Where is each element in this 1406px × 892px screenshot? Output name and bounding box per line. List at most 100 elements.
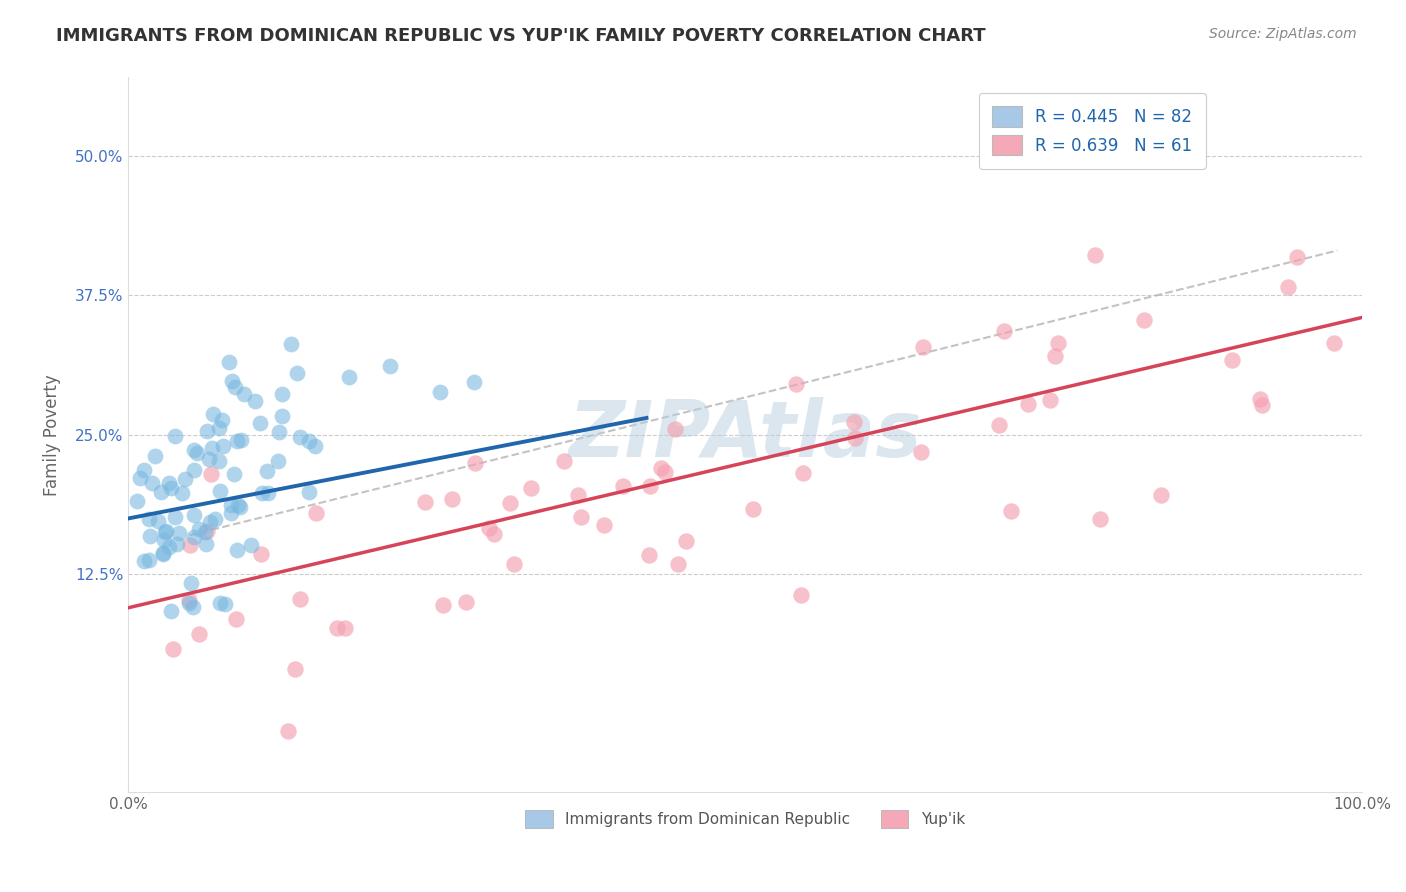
Point [256,464,278,478]
Point [183,530,205,544]
Point [194,537,217,551]
Point [304,439,326,453]
Point [197,452,219,467]
Point [250,547,273,561]
Point [326,621,349,635]
Point [1043,349,1066,363]
Point [160,604,183,618]
Point [198,515,221,529]
Point [208,453,231,467]
Point [179,593,201,607]
Point [993,324,1015,338]
Point [277,723,299,738]
Point [567,488,589,502]
Point [1285,250,1308,264]
Point [280,337,302,351]
Point [335,621,357,635]
Point [1000,504,1022,518]
Point [186,445,208,459]
Point [654,466,676,480]
Point [211,413,233,427]
Point [243,394,266,409]
Point [482,527,505,541]
Point [298,434,321,449]
Point [267,425,290,439]
Point [153,524,176,539]
Point [226,498,249,512]
Point [152,545,174,559]
Point [239,538,262,552]
Point [166,537,188,551]
Point [202,408,225,422]
Point [290,591,312,606]
Point [222,467,245,481]
Point [195,524,218,538]
Point [638,479,661,493]
Point [288,430,311,444]
Legend: Immigrants from Dominican Republic, Yup'ik: Immigrants from Dominican Republic, Yup'… [519,804,972,834]
Point [143,449,166,463]
Point [910,445,932,459]
Point [204,512,226,526]
Point [174,472,197,486]
Point [612,478,634,492]
Point [432,598,454,612]
Point [519,481,541,495]
Point [208,420,231,434]
Point [152,547,174,561]
Point [180,576,202,591]
Point [163,509,186,524]
Point [298,484,321,499]
Point [208,483,231,498]
Point [157,475,180,490]
Point [664,422,686,436]
Point [593,517,616,532]
Point [149,484,172,499]
Text: IMMIGRANTS FROM DOMINICAN REPUBLIC VS YUP'IK FAMILY POVERTY CORRELATION CHART: IMMIGRANTS FROM DOMINICAN REPUBLIC VS YU… [56,27,986,45]
Point [569,510,592,524]
Point [228,500,250,514]
Point [138,553,160,567]
Point [162,642,184,657]
Point [666,558,689,572]
Y-axis label: Family Poverty: Family Poverty [44,374,60,496]
Point [378,359,401,373]
Point [987,418,1010,433]
Point [163,429,186,443]
Point [132,463,155,477]
Point [790,588,813,602]
Point [271,386,294,401]
Point [208,596,231,610]
Point [195,424,218,438]
Point [188,627,211,641]
Point [167,526,190,541]
Point [211,439,233,453]
Point [305,506,328,520]
Point [187,522,209,536]
Point [250,485,273,500]
Point [284,662,307,676]
Point [285,366,308,380]
Point [1220,353,1243,368]
Point [413,494,436,508]
Point [219,506,242,520]
Point [1039,392,1062,407]
Point [224,380,246,394]
Point [193,524,215,539]
Point [502,557,524,571]
Point [183,463,205,477]
Point [221,374,243,388]
Point [1323,335,1346,350]
Point [214,597,236,611]
Point [218,355,240,369]
Point [429,385,451,400]
Point [1149,488,1171,502]
Point [225,612,247,626]
Point [1249,392,1271,407]
Point [139,529,162,543]
Point [912,340,935,354]
Point [257,486,280,500]
Point [742,502,765,516]
Point [183,443,205,458]
Point [478,521,501,535]
